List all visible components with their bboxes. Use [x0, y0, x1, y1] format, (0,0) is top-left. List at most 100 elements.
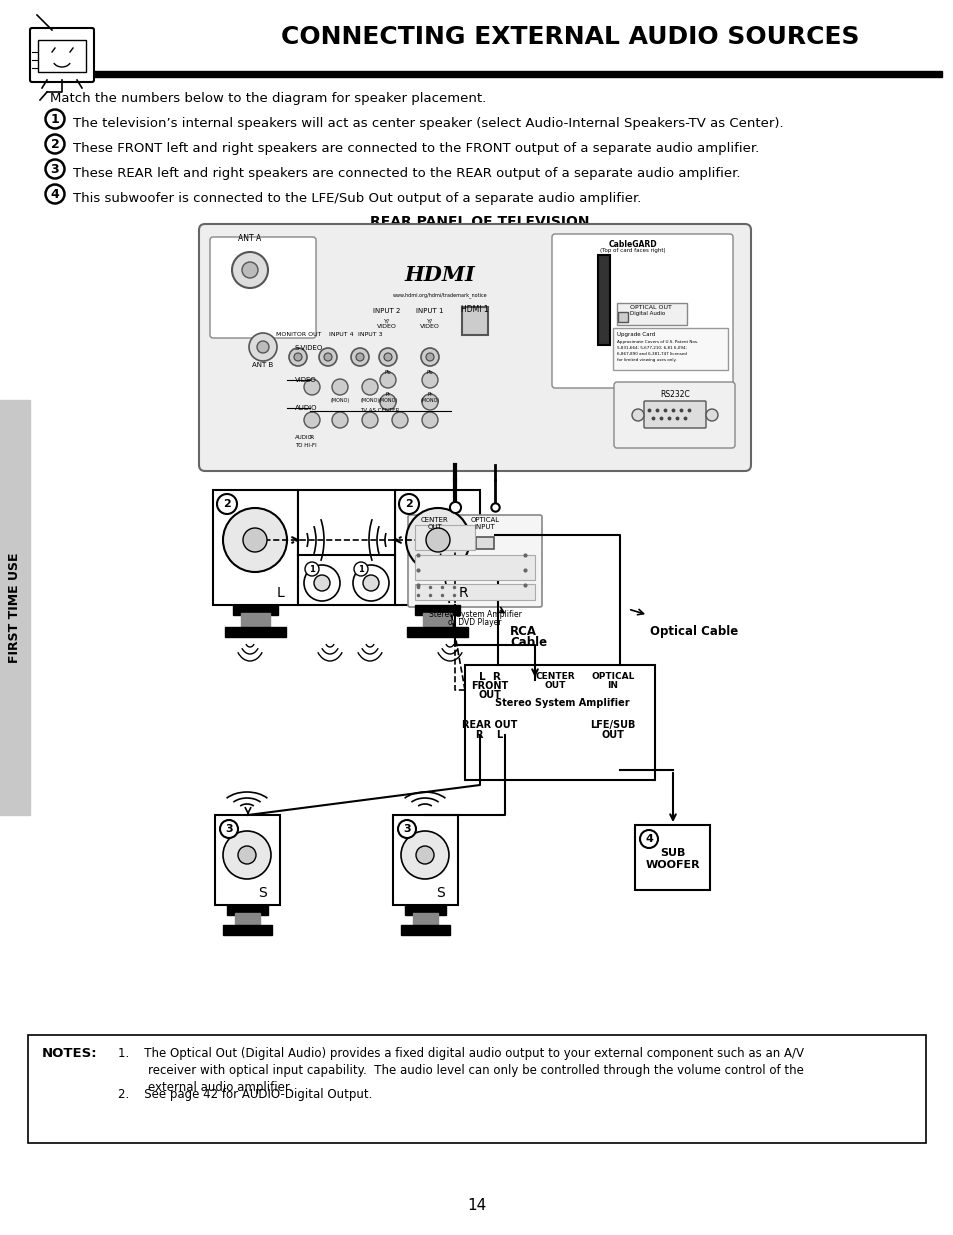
Text: (MONO): (MONO): [420, 398, 439, 403]
Circle shape: [361, 379, 377, 395]
Bar: [461, 308, 488, 335]
Text: Y/: Y/: [427, 317, 433, 324]
Text: OUT: OUT: [544, 680, 565, 690]
Text: S-VIDEO: S-VIDEO: [294, 345, 323, 351]
Bar: [0, 400, 30, 815]
Bar: [234, 913, 260, 925]
Circle shape: [421, 412, 437, 429]
Bar: [415, 525, 475, 550]
Text: Match the numbers below to the diagram for speaker placement.: Match the numbers below to the diagram f…: [50, 91, 486, 105]
Circle shape: [392, 412, 408, 429]
Text: REAR PANEL OF TELEVISION: REAR PANEL OF TELEVISION: [370, 215, 589, 228]
Bar: [415, 605, 459, 615]
Text: These FRONT left and right speakers are connected to the FRONT output of a separ: These FRONT left and right speakers are …: [73, 142, 759, 156]
Circle shape: [426, 529, 450, 552]
Text: CENTER: CENTER: [535, 672, 575, 680]
Text: 14: 14: [467, 1198, 486, 1213]
Circle shape: [406, 508, 470, 572]
Bar: [415, 584, 535, 600]
FancyBboxPatch shape: [210, 237, 315, 338]
Circle shape: [705, 409, 718, 421]
Text: 4: 4: [51, 188, 59, 200]
Bar: [413, 913, 437, 925]
Circle shape: [426, 353, 434, 361]
Bar: [38, 40, 86, 72]
Text: HDMI 1: HDMI 1: [460, 305, 488, 314]
Text: L: L: [276, 585, 285, 600]
Circle shape: [220, 820, 237, 839]
Bar: [405, 905, 446, 915]
Text: 1: 1: [357, 564, 363, 573]
Text: OPTICAL: OPTICAL: [470, 517, 499, 522]
Circle shape: [242, 262, 257, 278]
Bar: [213, 490, 297, 605]
FancyBboxPatch shape: [552, 233, 732, 388]
Text: INPUT: INPUT: [475, 524, 495, 530]
Circle shape: [237, 846, 255, 864]
Circle shape: [304, 379, 319, 395]
Text: VIDEO: VIDEO: [376, 324, 396, 329]
Circle shape: [46, 135, 65, 153]
Text: OPTICAL OUT: OPTICAL OUT: [629, 305, 671, 310]
Circle shape: [46, 184, 65, 204]
Bar: [28, 1035, 925, 1144]
Bar: [241, 613, 270, 627]
Text: Stereo System Amplifier: Stereo System Amplifier: [495, 698, 629, 708]
Circle shape: [223, 508, 287, 572]
Text: ANT A: ANT A: [238, 233, 261, 243]
Text: (Top of card faces right): (Top of card faces right): [599, 248, 665, 253]
Bar: [400, 925, 450, 935]
Text: 1: 1: [309, 564, 314, 573]
Text: RS232C: RS232C: [659, 390, 689, 399]
Circle shape: [353, 564, 389, 601]
Bar: [617, 303, 686, 325]
Text: 2: 2: [223, 499, 231, 509]
Bar: [223, 925, 272, 935]
Text: LFE/SUB: LFE/SUB: [590, 720, 635, 730]
Text: R: R: [310, 435, 314, 440]
Circle shape: [223, 831, 271, 879]
Circle shape: [351, 348, 369, 366]
Text: INPUT 4: INPUT 4: [329, 332, 353, 337]
Text: 5,831,664; 5,677,210; 6,81 6,094;: 5,831,664; 5,677,210; 6,81 6,094;: [617, 346, 686, 350]
Text: FRONT: FRONT: [471, 680, 508, 692]
Text: FIRST TIME USE: FIRST TIME USE: [9, 553, 22, 663]
Text: Stereo System Amplifier: Stereo System Amplifier: [428, 610, 521, 619]
Circle shape: [384, 353, 392, 361]
Circle shape: [378, 348, 396, 366]
Text: TV AS CENTER: TV AS CENTER: [360, 408, 399, 412]
Circle shape: [304, 412, 319, 429]
Bar: [464, 664, 655, 781]
Text: Approximate Covers of U.S. Patent Nos.: Approximate Covers of U.S. Patent Nos.: [617, 340, 698, 345]
Text: AUDIO: AUDIO: [294, 435, 313, 440]
Bar: [30, 70, 941, 77]
Text: (MONO): (MONO): [360, 398, 379, 403]
Circle shape: [379, 394, 395, 410]
Text: (MONO): (MONO): [330, 398, 349, 403]
Text: 2: 2: [405, 499, 413, 509]
Text: OUT: OUT: [478, 690, 501, 700]
Text: OUT: OUT: [601, 730, 624, 740]
Circle shape: [304, 564, 339, 601]
Text: NOTES:: NOTES:: [42, 1047, 97, 1060]
Text: VIDEO: VIDEO: [419, 324, 439, 329]
Text: CableGARD: CableGARD: [608, 240, 657, 249]
Circle shape: [46, 159, 65, 179]
Text: S: S: [436, 885, 445, 900]
Circle shape: [355, 353, 364, 361]
Bar: [297, 490, 395, 605]
Text: Cable: Cable: [510, 636, 547, 650]
Text: www.hdmi.org/hdmi/trademark_notice: www.hdmi.org/hdmi/trademark_notice: [393, 291, 487, 298]
Text: Upgrade Card: Upgrade Card: [617, 332, 655, 337]
Circle shape: [354, 562, 368, 576]
FancyBboxPatch shape: [408, 515, 541, 606]
Text: TO HI-FI: TO HI-FI: [294, 443, 316, 448]
Circle shape: [421, 394, 437, 410]
Text: SUB: SUB: [659, 848, 685, 858]
Text: 1: 1: [51, 112, 59, 126]
Circle shape: [216, 494, 236, 514]
Circle shape: [379, 372, 395, 388]
Text: These REAR left and right speakers are connected to the REAR output of a separat: These REAR left and right speakers are c…: [73, 167, 740, 180]
Text: 3: 3: [225, 824, 233, 834]
Text: Optical Cable: Optical Cable: [649, 625, 738, 638]
